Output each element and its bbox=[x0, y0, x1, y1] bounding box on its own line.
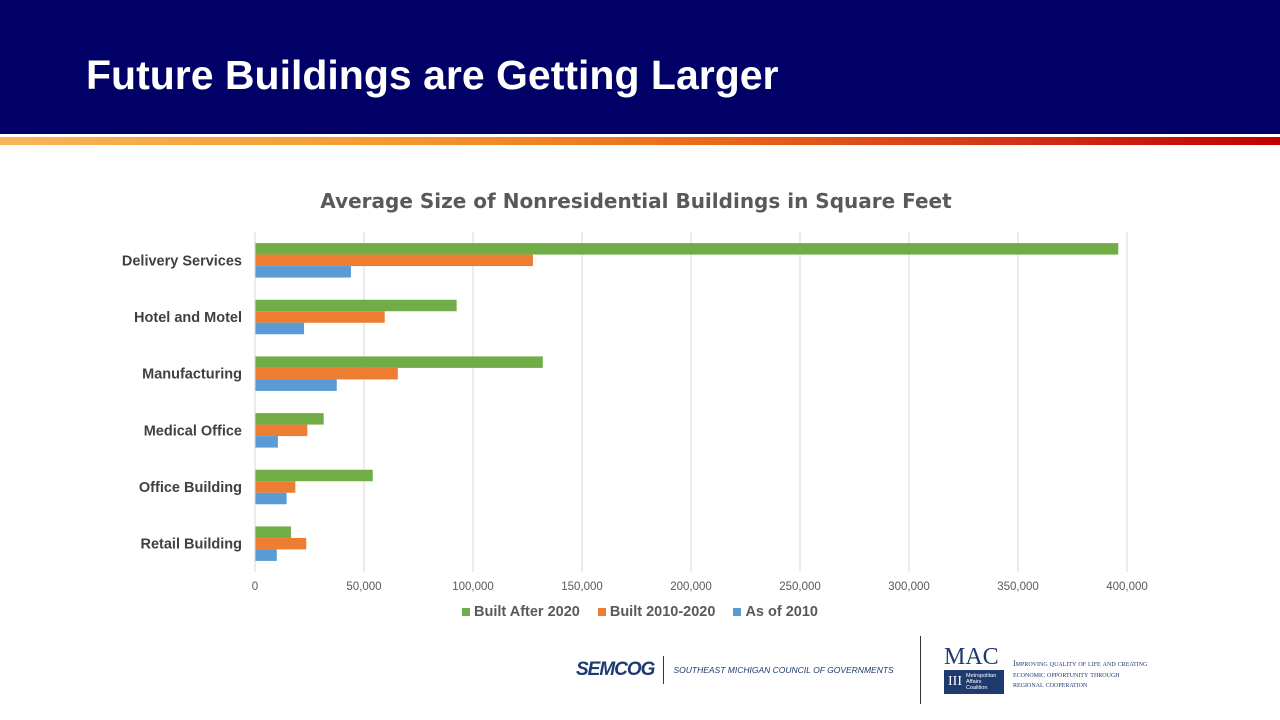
mac-tagline: Improving quality of life and creating e… bbox=[1013, 659, 1203, 691]
category-label: Hotel and Motel bbox=[134, 310, 242, 326]
mac-line1: Metropolitan bbox=[966, 673, 997, 679]
bar-as-of-2010-medical-office bbox=[255, 436, 278, 448]
mac-line2: Affairs bbox=[966, 679, 982, 685]
header-gradient-stripe bbox=[0, 137, 1280, 145]
bar-built-2010-2020-manufacturing bbox=[255, 367, 398, 380]
legend-label-built-after-2020: Built After 2020 bbox=[474, 604, 580, 620]
legend-swatch-built-after-2020 bbox=[462, 608, 471, 616]
bar-built-after-2020-hotel-and-motel bbox=[255, 299, 457, 312]
bar-built-2010-2020-delivery-services bbox=[255, 254, 533, 267]
x-tick-label: 250,000 bbox=[779, 581, 821, 593]
bar-as-of-2010-hotel-and-motel bbox=[255, 322, 305, 335]
category-label: Delivery Services bbox=[122, 253, 242, 269]
bar-built-2010-2020-medical-office bbox=[255, 424, 308, 437]
semcog-divider bbox=[663, 656, 665, 684]
bar-built-after-2020-office-building bbox=[255, 469, 373, 482]
x-tick-label: 400,000 bbox=[1106, 581, 1148, 593]
category-label: Manufacturing bbox=[142, 367, 242, 383]
bar-as-of-2010-office-building bbox=[255, 492, 287, 505]
legend-swatch-built-2010-2020 bbox=[597, 608, 606, 616]
slide-title: Future Buildings are Getting Larger bbox=[86, 52, 779, 98]
bar-built-2010-2020-hotel-and-motel bbox=[255, 311, 385, 323]
mac-logo: MAC bbox=[944, 644, 999, 670]
chart-title: Average Size of Nonresidential Buildings… bbox=[320, 189, 952, 213]
semcog-logo-block: SEMCOG SOUTHEAST MICHIGAN COUNCIL OF GOV… bbox=[576, 656, 894, 684]
bar-as-of-2010-retail-building bbox=[255, 549, 277, 561]
x-tick-label: 350,000 bbox=[997, 581, 1039, 593]
mac-columns-icon: III bbox=[948, 674, 962, 689]
legend-label-as-of-2010: As of 2010 bbox=[745, 604, 818, 620]
bar-built-after-2020-manufacturing bbox=[255, 356, 543, 368]
mac-tagline-line1: Improving quality of life and creating bbox=[1013, 659, 1148, 668]
footer-divider bbox=[920, 636, 921, 704]
bar-as-of-2010-manufacturing bbox=[255, 379, 337, 391]
legend-label-built-2010-2020: Built 2010-2020 bbox=[609, 604, 716, 620]
x-tick-label: 200,000 bbox=[670, 581, 712, 593]
slide-header: Future Buildings are Getting Larger bbox=[0, 0, 1280, 134]
x-tick-label: 150,000 bbox=[561, 581, 603, 593]
legend-swatch-as-of-2010 bbox=[733, 608, 742, 616]
bar-built-after-2020-medical-office bbox=[255, 413, 324, 425]
legend-item-built-after-2020: Built After 2020 bbox=[462, 604, 580, 620]
legend-item-built-2010-2020: Built 2010-2020 bbox=[597, 604, 716, 620]
header-divider-line bbox=[0, 134, 1280, 137]
mac-tagline-line3: regional cooperation bbox=[1013, 680, 1088, 689]
x-tick-label: 100,000 bbox=[452, 581, 494, 593]
mac-tagline-line2: economic opportunity through bbox=[1013, 669, 1120, 679]
mac-logo-block: MAC III Metropolitan Affairs Coalition bbox=[944, 644, 1006, 694]
bar-chart: 0 50,000 100,000 150,000 200,000 250,000 300,0… bbox=[122, 232, 1148, 593]
legend-item-as-of-2010: As of 2010 bbox=[733, 604, 818, 620]
mac-logo-box: III Metropolitan Affairs Coalition bbox=[944, 670, 1004, 694]
chart-legend: Built After 2020 Built 2010-2020 As of 2… bbox=[0, 604, 1280, 620]
bar-built-after-2020-delivery-services bbox=[255, 243, 1119, 255]
bar-as-of-2010-delivery-services bbox=[255, 266, 351, 278]
category-label: Office Building bbox=[139, 480, 242, 496]
category-label: Retail Building bbox=[141, 537, 243, 553]
bar-built-after-2020-retail-building bbox=[255, 526, 291, 538]
x-tick-label: 0 bbox=[252, 581, 258, 593]
semcog-name: SOUTHEAST MICHIGAN COUNCIL OF GOVERNMENT… bbox=[673, 665, 894, 675]
mac-line3: Coalition bbox=[966, 685, 988, 691]
bar-built-2010-2020-retail-building bbox=[255, 537, 307, 550]
category-label: Medical Office bbox=[144, 423, 242, 439]
x-tick-label: 300,000 bbox=[888, 581, 930, 593]
bar-built-2010-2020-office-building bbox=[255, 481, 296, 493]
semcog-logo: SEMCOG bbox=[576, 659, 655, 680]
x-tick-label: 50,000 bbox=[346, 581, 381, 593]
